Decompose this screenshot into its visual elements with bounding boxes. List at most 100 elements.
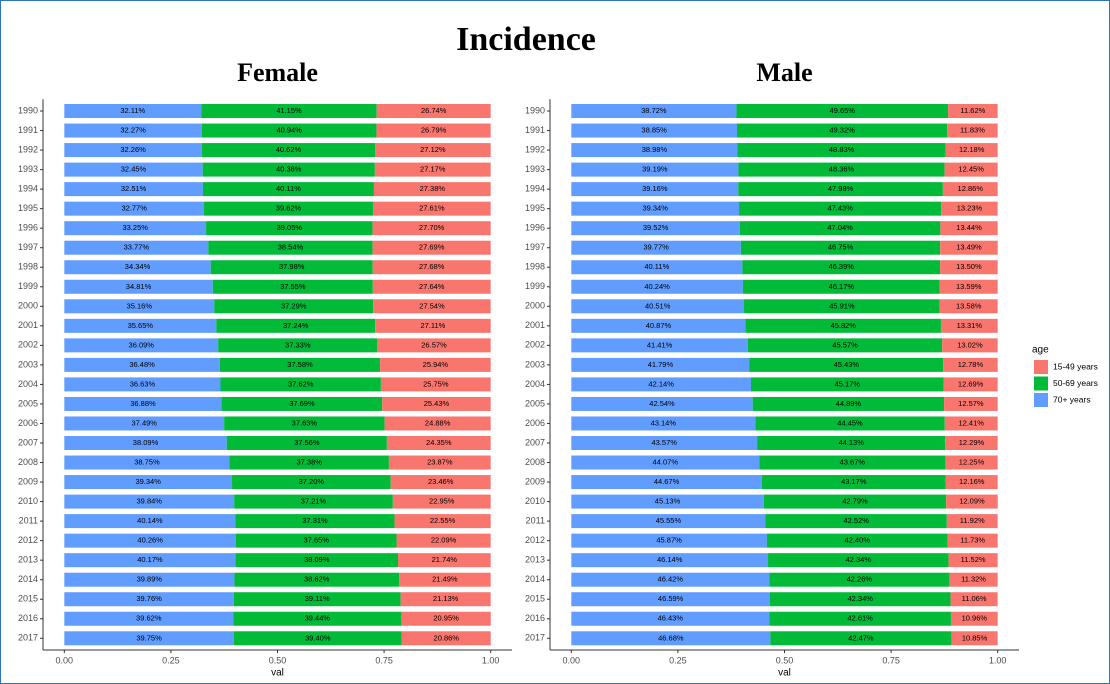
data-label: 27.68% bbox=[419, 262, 445, 271]
y-tick-label: 1999 bbox=[18, 281, 38, 291]
bar-segment bbox=[400, 592, 491, 607]
bar-segment bbox=[399, 572, 491, 587]
y-tick-label: 2011 bbox=[19, 515, 38, 525]
data-label: 12.16% bbox=[959, 477, 985, 486]
data-label: 46.59% bbox=[658, 594, 684, 603]
data-label: 38.75% bbox=[134, 458, 160, 467]
y-tick-label: 2004 bbox=[525, 379, 545, 389]
bar-segment bbox=[571, 338, 748, 353]
bar-segment bbox=[951, 631, 998, 646]
bar-segment bbox=[229, 455, 389, 470]
bar-segment bbox=[939, 279, 998, 294]
y-tick-label: 2010 bbox=[525, 496, 545, 506]
data-label: 38.54% bbox=[278, 243, 304, 252]
bar-segment bbox=[765, 514, 947, 529]
bar-segment bbox=[742, 279, 940, 294]
bar-segment bbox=[64, 435, 227, 450]
data-label: 25.75% bbox=[423, 379, 449, 388]
data-label: 38.98% bbox=[642, 145, 668, 154]
data-label: 33.25% bbox=[122, 223, 148, 232]
bar-segment bbox=[737, 143, 946, 158]
data-label: 12.25% bbox=[959, 458, 985, 467]
data-label: 47.98% bbox=[828, 184, 854, 193]
data-label: 11.06% bbox=[962, 594, 987, 603]
bar-segment bbox=[212, 279, 373, 294]
data-label: 11.83% bbox=[960, 126, 985, 135]
bar-segment bbox=[739, 221, 941, 236]
data-label: 25.43% bbox=[424, 399, 450, 408]
y-tick-label: 1994 bbox=[18, 184, 38, 194]
bar-segment bbox=[768, 553, 949, 568]
y-tick-label: 2010 bbox=[18, 496, 38, 506]
data-label: 11.62% bbox=[960, 106, 985, 115]
x-tick-label: 0.25 bbox=[162, 655, 180, 665]
data-label: 37.62% bbox=[288, 379, 314, 388]
bar-segment bbox=[373, 299, 491, 314]
data-label: 36.09% bbox=[129, 340, 155, 349]
data-label: 42.54% bbox=[649, 399, 675, 408]
bar-segment bbox=[571, 435, 758, 450]
data-label: 40.94% bbox=[276, 126, 302, 135]
data-label: 32.26% bbox=[120, 145, 146, 154]
bar-segment bbox=[948, 104, 998, 119]
data-label: 43.17% bbox=[841, 477, 867, 486]
y-tick-label: 1998 bbox=[18, 262, 38, 272]
data-label: 12.45% bbox=[958, 165, 984, 174]
data-label: 37.63% bbox=[292, 418, 318, 427]
bar-segment bbox=[571, 377, 751, 392]
bar-segment bbox=[755, 416, 945, 431]
data-label: 42.34% bbox=[848, 594, 874, 603]
bar-segment bbox=[571, 494, 764, 509]
data-label: 47.04% bbox=[827, 223, 853, 232]
y-tick-label: 2016 bbox=[525, 613, 545, 623]
bar-segment bbox=[64, 299, 215, 314]
bar-segment bbox=[945, 455, 998, 470]
bar-segment bbox=[761, 475, 946, 490]
bar-segment bbox=[766, 533, 948, 548]
bar-segment bbox=[397, 553, 491, 568]
bar-segment bbox=[64, 631, 234, 646]
bar-segment bbox=[224, 416, 385, 431]
data-label: 42.40% bbox=[845, 536, 871, 545]
bar-segment bbox=[373, 182, 491, 197]
y-tick-label: 2015 bbox=[18, 594, 38, 604]
y-tick-label: 1998 bbox=[525, 262, 545, 272]
data-label: 12.09% bbox=[959, 497, 985, 506]
bar-segment bbox=[375, 318, 491, 333]
y-tick-label: 2005 bbox=[525, 398, 545, 408]
data-label: 24.88% bbox=[425, 418, 451, 427]
data-label: 23.87% bbox=[427, 458, 453, 467]
data-label: 13.59% bbox=[956, 282, 982, 291]
data-label: 13.44% bbox=[956, 223, 982, 232]
bar-segment bbox=[942, 338, 998, 353]
data-label: 11.92% bbox=[960, 516, 985, 525]
y-tick-label: 2003 bbox=[525, 359, 545, 369]
data-label: 27.64% bbox=[419, 282, 445, 291]
bar-segment bbox=[64, 182, 203, 197]
data-label: 45.87% bbox=[656, 536, 682, 545]
y-tick-label: 2001 bbox=[525, 320, 545, 330]
bar-segment bbox=[376, 123, 491, 138]
data-label: 36.63% bbox=[130, 379, 156, 388]
y-tick-label: 1996 bbox=[18, 223, 38, 233]
bar-segment bbox=[64, 279, 213, 294]
bar-segment bbox=[380, 377, 491, 392]
y-tick-label: 2002 bbox=[18, 340, 38, 350]
bar-segment bbox=[388, 455, 491, 470]
bar-segment bbox=[64, 221, 207, 236]
panel-title: Male bbox=[756, 58, 812, 87]
data-label: 40.11% bbox=[276, 184, 301, 193]
data-label: 40.87% bbox=[646, 321, 672, 330]
legend-key bbox=[1034, 360, 1048, 374]
y-tick-label: 2006 bbox=[18, 418, 38, 428]
data-label: 12.41% bbox=[959, 418, 985, 427]
data-label: 43.14% bbox=[651, 418, 677, 427]
bar-segment bbox=[571, 299, 745, 314]
bar-segment bbox=[944, 416, 998, 431]
data-label: 41.15% bbox=[276, 106, 302, 115]
data-label: 10.96% bbox=[962, 614, 988, 623]
y-tick-label: 2015 bbox=[525, 594, 545, 604]
y-tick-label: 2002 bbox=[525, 340, 545, 350]
data-label: 25.94% bbox=[423, 360, 449, 369]
data-label: 47.43% bbox=[827, 204, 853, 213]
